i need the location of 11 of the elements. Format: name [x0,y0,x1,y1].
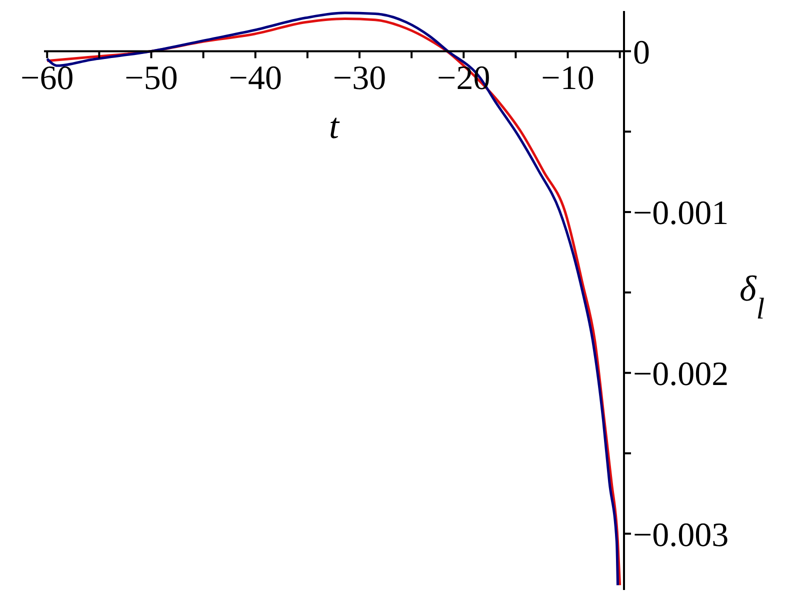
x-tick-label: −10 [541,60,594,98]
x-tick-label: −50 [124,60,178,98]
y-tick-label: −0.001 [633,195,729,232]
y-axis-title: δ$_{l}$ [739,268,765,326]
x-axis-title: t [328,106,339,146]
x-tick-label: −40 [228,60,282,98]
x-tick-label: −60 [20,60,74,98]
y-tick-label: −0.003 [633,516,729,554]
y-tick-label: −0.002 [633,356,729,393]
y-tick-label: 0 [633,34,650,72]
x-tick-label: −30 [332,60,386,98]
